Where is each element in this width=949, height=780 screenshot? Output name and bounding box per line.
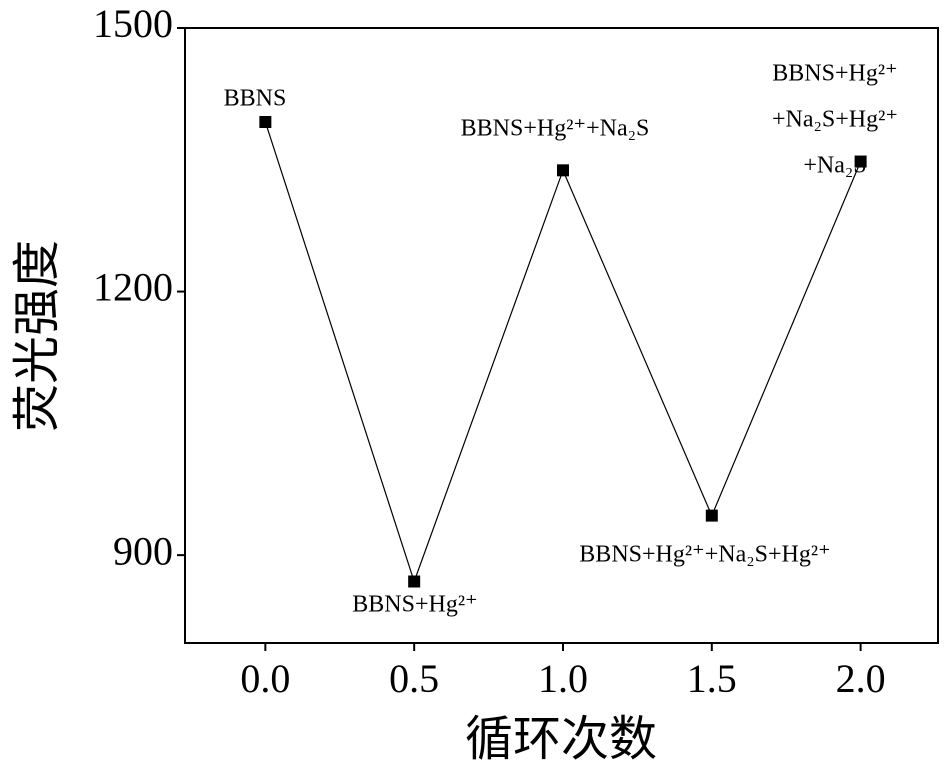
annotation: +Na₂S+Hg²⁺ xyxy=(772,107,898,133)
x-tick-label: 0.5 xyxy=(389,656,439,701)
annotation: BBNS+Hg²⁺+Na₂S+Hg²⁺ xyxy=(579,542,830,568)
y-tick-label: 1200 xyxy=(93,265,173,310)
data-point xyxy=(408,575,421,588)
y-tick-label: 1500 xyxy=(93,1,173,46)
y-axis-title: 荧光强度 xyxy=(9,240,65,432)
x-tick-label: 1.0 xyxy=(538,656,588,701)
x-tick-label: 1.5 xyxy=(687,656,737,701)
plot-frame xyxy=(184,27,939,644)
data-point xyxy=(854,155,867,168)
annotation: BBNS xyxy=(224,86,287,112)
data-point xyxy=(259,116,272,129)
data-point xyxy=(556,164,569,177)
x-tick-label: 2.0 xyxy=(836,656,886,701)
annotation: BBNS+Hg²⁺ xyxy=(352,592,477,618)
data-line xyxy=(264,121,862,584)
x-tick-label: 0.0 xyxy=(240,656,290,701)
annotation: +Na₂S xyxy=(803,153,866,179)
annotation: BBNS+Hg²⁺ xyxy=(772,61,897,87)
annotation: BBNS+Hg²⁺+Na₂S xyxy=(461,116,650,142)
x-axis-title: 循环次数 xyxy=(465,711,657,767)
data-point xyxy=(705,509,718,522)
y-tick-label: 900 xyxy=(113,528,173,573)
